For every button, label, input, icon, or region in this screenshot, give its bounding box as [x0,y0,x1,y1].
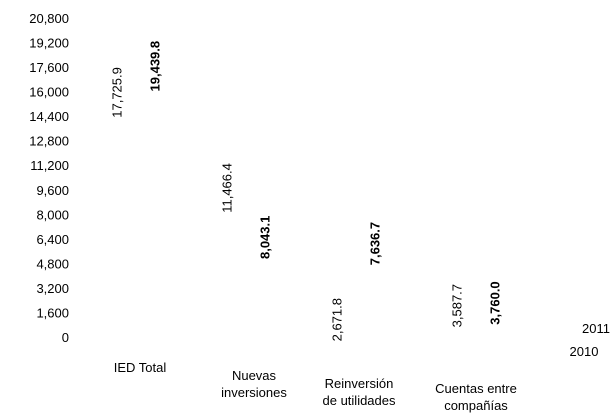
data-label-2011: 7,636.7 [367,222,382,265]
y-tick-label: 1,600 [36,305,69,320]
y-tick-label: 6,400 [36,232,69,247]
y-tick-label: 9,600 [36,183,69,198]
legend: 2011 2010 [570,321,610,359]
data-label-2010: 3,587.7 [449,284,464,327]
series-2011-labels: 19,439.8 8,043.1 7,636.7 3,760.0 [147,41,502,325]
category-label: Reinversión de utilidades [323,376,396,408]
y-tick-label: 19,200 [29,36,69,51]
y-tick-label: 16,000 [29,85,69,100]
data-label-2011: 19,439.8 [147,41,162,92]
y-axis: 0 1,600 3,200 4,800 6,400 8,000 9,600 11,200 12,… [29,11,69,345]
data-label-2010: 11,466.4 [219,163,234,213]
legend-item: 2011 [582,321,610,336]
y-tick-label: 0 [62,330,69,345]
data-label-2011: 8,043.1 [257,216,272,259]
y-tick-label: 8,000 [36,207,69,222]
y-tick-label: 17,600 [29,60,69,75]
data-label-2010: 2,671.8 [329,298,344,341]
y-tick-label: 4,800 [36,256,69,271]
category-label: Nuevas inversiones [221,368,287,400]
y-tick-label: 20,800 [29,11,69,26]
y-tick-label: 3,200 [36,281,69,296]
category-label: Cuentas entre compañías [435,381,517,413]
data-label-2010: 17,725.9 [109,67,124,118]
y-tick-label: 11,200 [30,158,69,173]
y-tick-label: 12,800 [29,134,69,149]
legend-item: 2010 [570,344,599,359]
series-2010-labels: 17,725.9 11,466.4 2,671.8 3,587.7 [109,67,464,341]
category-label: IED Total [114,360,167,375]
y-tick-label: 14,400 [29,109,69,124]
x-axis: IED Total Nuevas inversiones Reinversión de … [114,360,517,413]
data-label-2011: 3,760.0 [487,281,502,324]
